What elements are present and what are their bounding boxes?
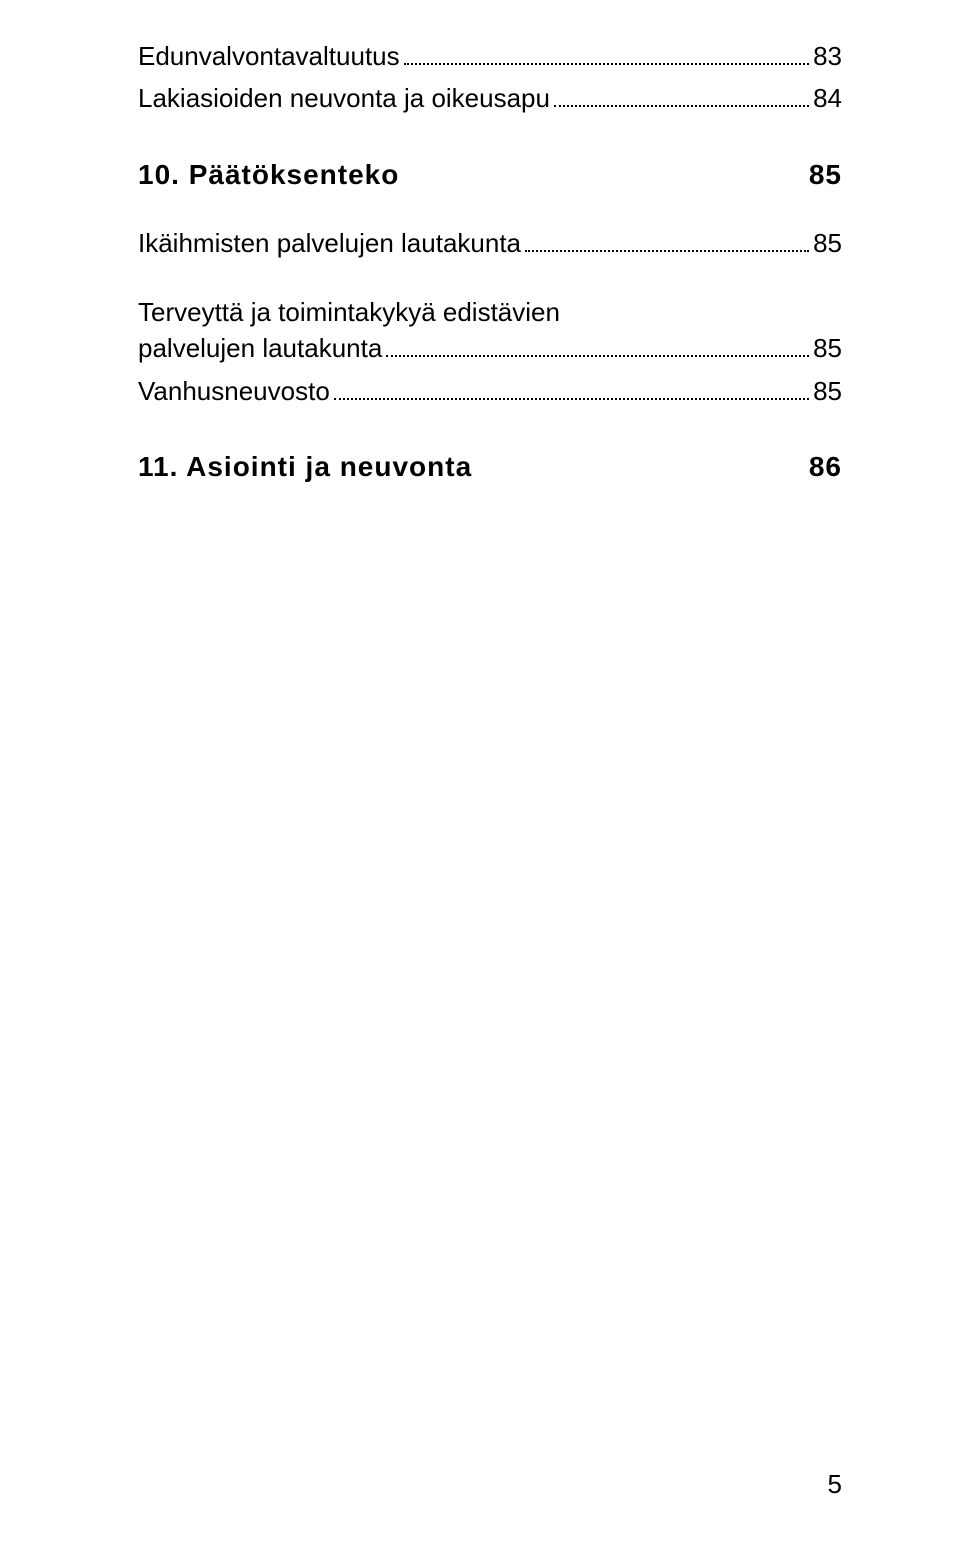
section-page-number: 85	[809, 159, 842, 191]
section-page-number: 86	[809, 451, 842, 483]
toc-section-10-paatoksenteko: 10. Päätöksenteko 85	[138, 159, 842, 191]
toc-label: Lakiasioiden neuvonta ja oikeusapu	[138, 80, 550, 116]
toc-entry-palvelujen-lautakunta: palvelujen lautakunta 85	[138, 330, 842, 366]
toc-label: Ikäihmisten palvelujen lautakunta	[138, 225, 521, 261]
toc-leader-dots	[386, 342, 809, 358]
toc-label: palvelujen lautakunta	[138, 330, 382, 366]
toc-leader-dots	[554, 92, 809, 108]
toc-label-line1: Terveyttä ja toimintakykyä edistävien	[138, 295, 842, 330]
footer-page-number: 5	[828, 1469, 842, 1500]
toc-entry-vanhusneuvosto: Vanhusneuvosto 85	[138, 373, 842, 409]
toc-entry-terveytta-ja-toimintakykya: Terveyttä ja toimintakykyä edistävien pa…	[138, 295, 842, 366]
toc-leader-dots	[404, 49, 809, 65]
toc-page-number: 83	[813, 38, 842, 74]
toc-entry-edunvalvontavaltuutus: Edunvalvontavaltuutus 83	[138, 38, 842, 74]
toc-entry-ikaihmisten-palvelujen-lautakunta: Ikäihmisten palvelujen lautakunta 85	[138, 225, 842, 261]
toc-entry-lakiasioiden-neuvonta: Lakiasioiden neuvonta ja oikeusapu 84	[138, 80, 842, 116]
section-title-text: 11. Asiointi ja neuvonta	[138, 451, 472, 483]
section-title-text: 10. Päätöksenteko	[138, 159, 399, 191]
toc-leader-dots	[525, 236, 809, 252]
toc-page-number: 84	[813, 80, 842, 116]
toc-leader-dots	[334, 384, 809, 400]
toc-page-number: 85	[813, 373, 842, 409]
toc-label: Edunvalvontavaltuutus	[138, 38, 400, 74]
toc-page-number: 85	[813, 330, 842, 366]
toc-label: Vanhusneuvosto	[138, 373, 330, 409]
toc-section-11-asiointi-ja-neuvonta: 11. Asiointi ja neuvonta 86	[138, 451, 842, 483]
page-container: Edunvalvontavaltuutus 83 Lakiasioiden ne…	[0, 0, 960, 1552]
toc-page-number: 85	[813, 225, 842, 261]
